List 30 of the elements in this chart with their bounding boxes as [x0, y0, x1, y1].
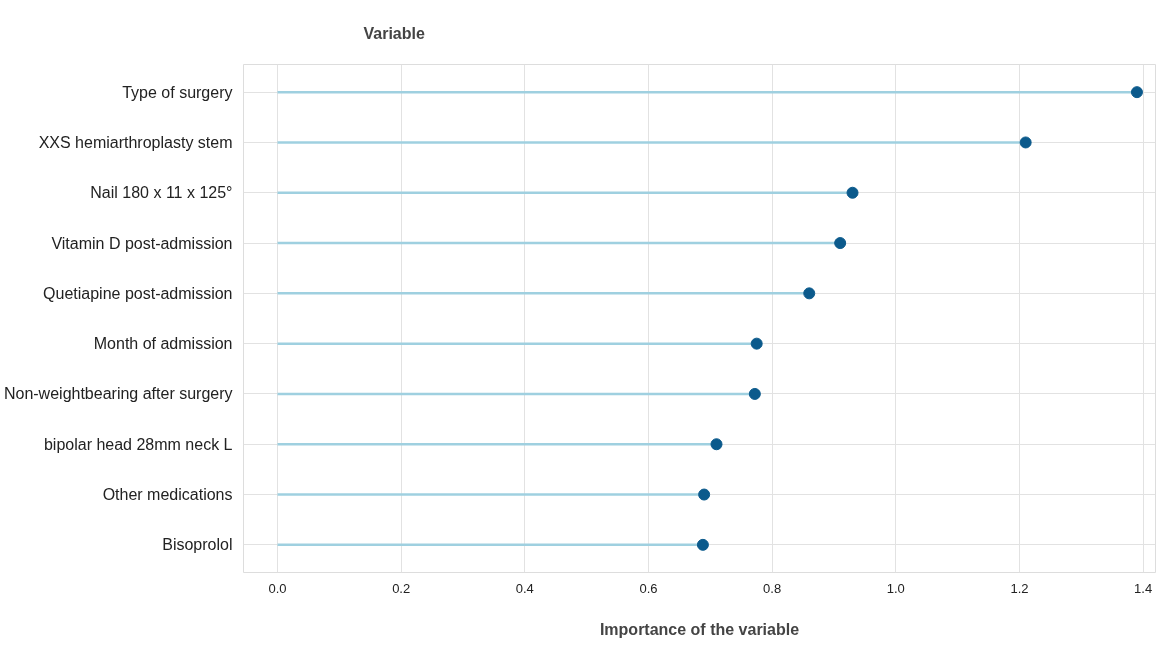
x-tick-label: 1.4	[1134, 580, 1153, 596]
point	[748, 387, 761, 400]
y-tick-label: Non-weightbearing after surgery	[3, 385, 233, 403]
point	[698, 488, 711, 501]
y-tick-label: Other medications	[102, 486, 233, 504]
y-tick-label: Vitamin D post-admission	[51, 234, 233, 252]
y-tick-label: Type of surgery	[122, 83, 233, 101]
y-tick-label: XXS hemiarthroplasty stem	[38, 133, 233, 151]
point	[750, 337, 763, 350]
y-tick-label: Month of admission	[93, 335, 233, 353]
x-tick-label: 1.0	[886, 580, 905, 596]
y-tick-label: bipolar head 28mm neck L	[43, 435, 233, 453]
y-tick-label: Nail 180 x 11 x 125°	[90, 184, 233, 202]
x-tick-label: 0.2	[392, 580, 411, 596]
x-tick-label: 0.8	[763, 580, 782, 596]
point	[846, 186, 859, 199]
point	[710, 438, 723, 451]
point	[1019, 136, 1032, 149]
point	[834, 237, 847, 250]
y-tick-label: Quetiapine post-admission	[43, 284, 233, 302]
x-tick-label: 0.0	[268, 580, 287, 596]
x-axis-title: Importance of the variable	[599, 620, 800, 638]
x-tick-label: 0.4	[515, 580, 534, 596]
y-tick-label: Bisoprolol	[162, 536, 233, 554]
y-axis-title: Variable	[363, 25, 425, 42]
x-tick-label: 0.6	[639, 580, 658, 596]
point	[803, 287, 816, 300]
x-tick-label: 1.2	[1010, 580, 1029, 596]
point	[696, 538, 709, 551]
point	[1130, 86, 1143, 99]
